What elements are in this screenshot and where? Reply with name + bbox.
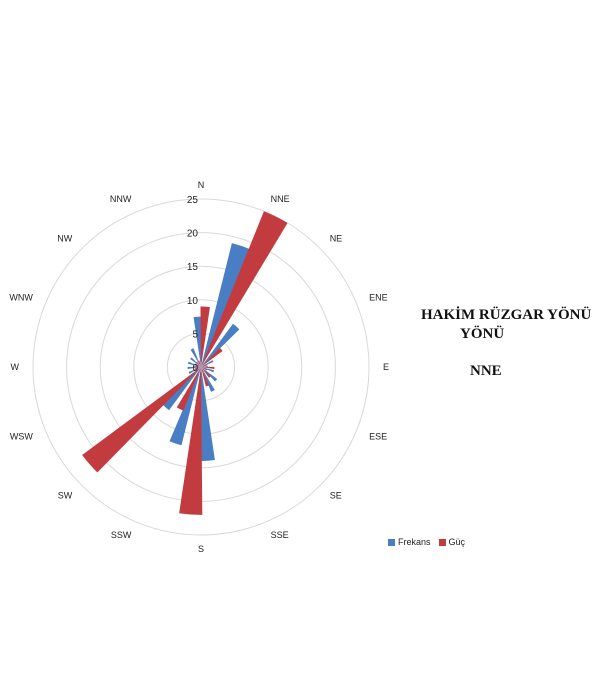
direction-label-ssw: SSW <box>111 530 132 540</box>
wedge-guc-sse <box>201 367 209 387</box>
dominant-direction-value: NNE <box>470 363 502 379</box>
legend-item-guc: Güç <box>438 537 466 547</box>
direction-label-ese: ESE <box>369 432 387 442</box>
direction-label-n: N <box>198 180 205 190</box>
wedge-guc-w <box>194 366 201 368</box>
direction-label-ne: NE <box>330 233 343 243</box>
direction-label-s: S <box>198 544 204 554</box>
direction-label-nnw: NNW <box>110 194 132 204</box>
wedge-guc-ene <box>201 364 208 367</box>
wedge-guc-nne <box>201 211 288 367</box>
wedge-frekans-n <box>193 316 202 367</box>
wedge-frekans-wsw <box>188 367 201 374</box>
r-tick-label: 25 <box>187 195 199 206</box>
wedge-guc-ssw <box>176 367 201 411</box>
wedge-frekans-wnw <box>187 361 201 367</box>
r-tick-label: 0 <box>192 363 198 374</box>
direction-label-sw: SW <box>58 491 73 501</box>
dominant-direction-title-line2: YÖNÜ <box>460 325 504 343</box>
legend-swatch-frekans <box>388 538 395 546</box>
wedge-guc-s <box>179 367 203 515</box>
direction-label-nw: NW <box>57 233 72 243</box>
r-tick-label: 5 <box>192 329 198 340</box>
wedge-guc-wnw <box>194 363 201 367</box>
legend-label-guc: Güç <box>448 537 466 547</box>
wedge-guc-nw <box>196 361 201 367</box>
legend-item-frekans: Frekans <box>388 537 431 547</box>
wedge-guc-e <box>201 366 215 369</box>
legend: Frekans Güç <box>388 537 465 547</box>
wedge-frekans-ese <box>201 367 215 373</box>
wedge-guc-sw <box>82 367 201 473</box>
wedge-guc-nnw <box>198 360 201 367</box>
wedge-frekans-ssw <box>169 367 201 446</box>
grid-circle-25 <box>32 198 370 536</box>
wedge-frekans-ne <box>201 323 240 367</box>
wedges <box>82 211 288 515</box>
dominant-direction-title: HAKİM RÜZGAR YÖNÜ <box>421 306 591 324</box>
wedge-guc-ese <box>201 367 208 371</box>
r-tick-label: 10 <box>187 296 199 307</box>
wedge-frekans-e <box>201 366 208 368</box>
direction-label-wsw: WSW <box>10 432 33 442</box>
direction-label-w: W <box>11 362 20 372</box>
wedge-frekans-s <box>200 367 215 462</box>
wedge-frekans-w <box>187 366 201 369</box>
wedge-frekans-ene <box>201 360 214 367</box>
wedge-frekans-nne <box>201 243 251 367</box>
legend-label-frekans: Frekans <box>398 537 431 547</box>
wedge-frekans-sse <box>201 367 215 392</box>
legend-swatch-guc <box>438 538 446 546</box>
r-tick-label: 20 <box>187 229 199 240</box>
direction-labels: N NNE NE ENE E ESE SE SSE S SSW SW WSW W WNW NW NNW <box>9 180 389 554</box>
title-line-1: HAKİM RÜZGAR YÖNÜ <box>421 307 592 323</box>
direction-label-sse: SSE <box>271 530 289 540</box>
radial-axis: 0 5 10 15 20 25 <box>187 195 199 374</box>
direction-label-wnw: WNW <box>9 292 33 302</box>
title-line-2: YÖNÜ <box>460 326 505 342</box>
wedge-guc-se <box>201 367 211 378</box>
wedge-frekans-se <box>201 367 218 382</box>
wedge-guc-ne <box>201 347 223 367</box>
direction-label-ene: ENE <box>369 292 388 302</box>
wedge-guc-n <box>200 306 210 367</box>
r-tick-label: 15 <box>187 262 199 273</box>
direction-label-nne: NNE <box>271 194 290 204</box>
wedge-frekans-nnw <box>190 348 201 367</box>
wedge-guc-wsw <box>194 367 201 370</box>
direction-label-se: SE <box>330 491 342 501</box>
direction-label-e: E <box>383 362 389 372</box>
wedge-frekans-nw <box>190 357 201 367</box>
wedge-frekans-sw <box>162 367 201 411</box>
